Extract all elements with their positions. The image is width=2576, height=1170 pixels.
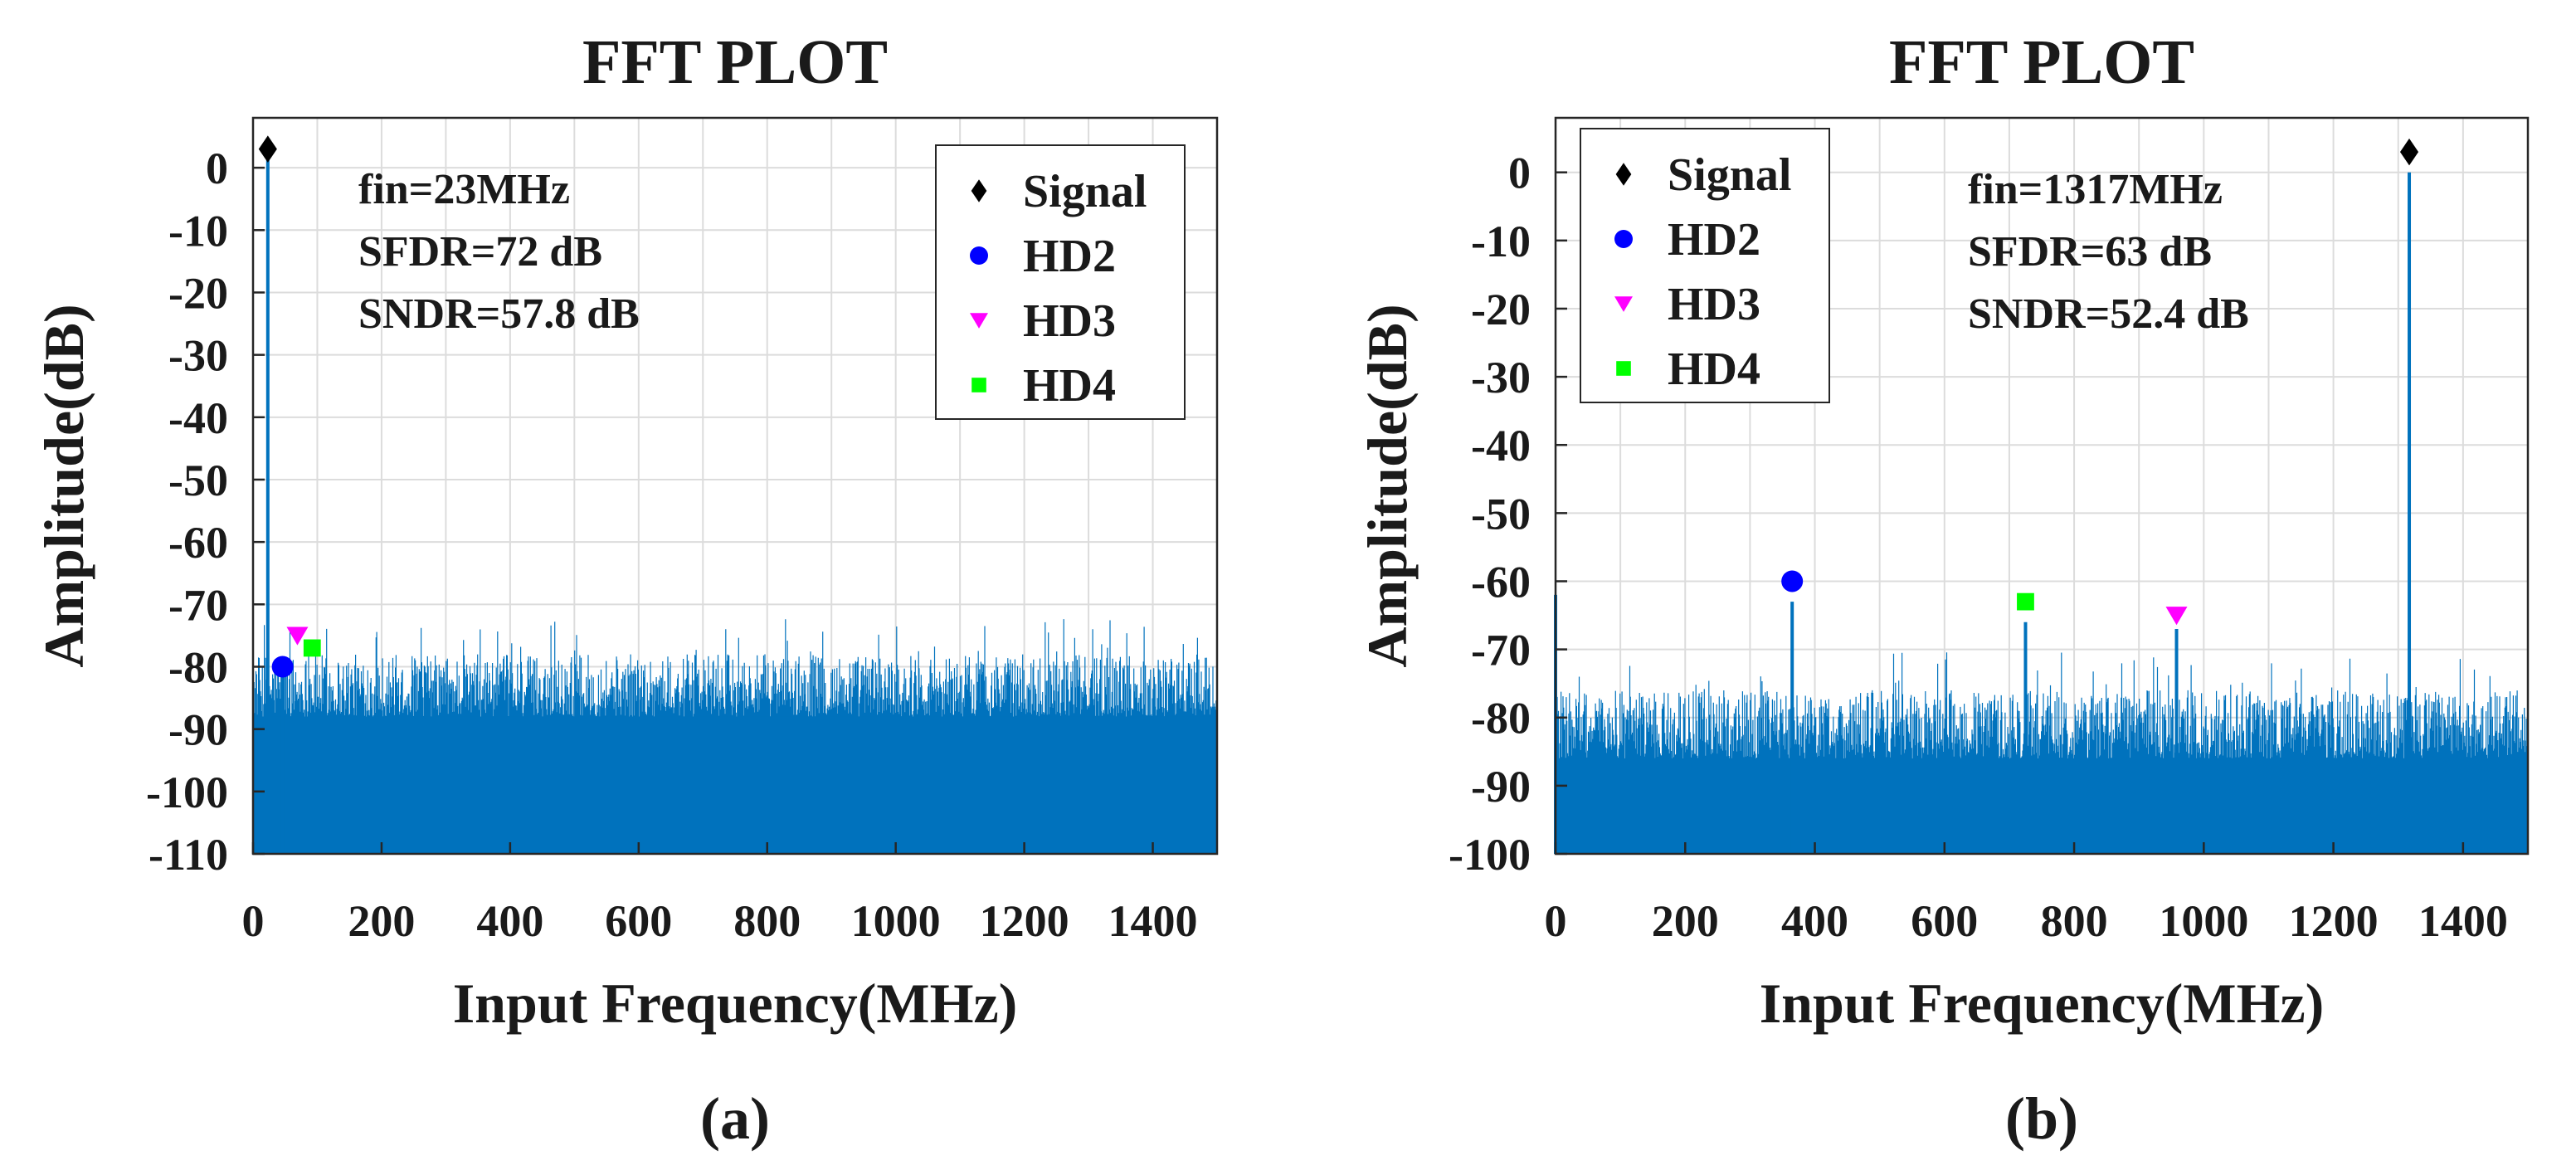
legend-hd4-icon (971, 378, 986, 392)
x-tick-label: 0 (1545, 896, 1567, 946)
y-axis-label: Amplitude(dB) (1356, 304, 1419, 667)
y-tick-label: 0 (1508, 149, 1531, 198)
panel-caption: (a) (700, 1085, 770, 1152)
x-tick-label: 1400 (2418, 896, 2508, 946)
panel-caption: (b) (2005, 1085, 2078, 1152)
legend-label: HD4 (1668, 344, 1760, 395)
x-tick-label: 1200 (980, 896, 1069, 946)
legend-label: HD3 (1023, 295, 1116, 347)
legend-label: Signal (1668, 149, 1791, 201)
legend-hd2-icon (970, 246, 988, 265)
y-tick-label: -60 (1471, 557, 1531, 607)
y-tick-label: -80 (168, 642, 228, 692)
x-tick-label: 800 (733, 896, 801, 946)
axes-box (251, 116, 1219, 856)
annotation-text: SNDR=52.4 dB (1968, 290, 2249, 338)
y-tick-label: 0 (206, 144, 228, 193)
y-tick-label: -60 (168, 518, 228, 568)
legend-label: HD2 (1668, 214, 1760, 266)
x-tick-label: 200 (348, 896, 415, 946)
annotation-text: SFDR=72 dB (358, 228, 602, 275)
x-tick-label: 600 (605, 896, 672, 946)
hd4-marker (303, 639, 321, 657)
legend-label: HD4 (1023, 360, 1116, 412)
hd3-marker (286, 626, 309, 646)
legend-hd3-icon (1614, 296, 1633, 312)
noise-floor-fill (253, 716, 1217, 854)
y-tick-label: -90 (168, 705, 228, 755)
hd2-marker (1781, 570, 1804, 592)
hd4-marker (2017, 592, 2034, 611)
y-tick-label: -30 (1471, 353, 1531, 402)
y-tick-label: -90 (1471, 762, 1531, 812)
chart-title: FFT PLOT (1889, 27, 2194, 97)
fft-panel-a: FFT PLOT 0 -10 -20 -30 -40 -50 -60 -70 -80 -90 -100… (32, 27, 1219, 1152)
legend-hd2-icon (1614, 230, 1633, 248)
legend-label: Signal (1023, 166, 1147, 217)
x-tick-label: 600 (1911, 896, 1978, 946)
y-tick-label: -30 (168, 331, 228, 381)
y-tick-label: -20 (168, 268, 228, 318)
legend: Signal HD2 HD3 HD4 (935, 144, 1186, 420)
hd3-marker (2165, 607, 2188, 626)
annotation-text: fin=23MHz (358, 166, 570, 213)
y-tick-label: -40 (168, 393, 228, 443)
y-tick-label: -50 (1471, 489, 1531, 539)
y-tick-label: -70 (168, 580, 228, 630)
y-tick-label: -70 (1471, 626, 1531, 675)
annotation-text: SNDR=57.8 dB (358, 290, 640, 338)
fft-panel-b: FFT PLOT 0 -10 -20 -30 -40 -50 -60 -70 -80 -90 -100… (1356, 27, 2530, 1152)
legend: Signal HD2 HD3 HD4 (1580, 128, 1830, 403)
legend-hd3-icon (970, 313, 988, 329)
signal-marker (258, 135, 277, 163)
noise-floor-fill (1556, 758, 2528, 854)
x-axis-label: Input Frequency(MHz) (453, 972, 1018, 1035)
y-tick-label: -10 (1471, 217, 1531, 266)
y-tick-label: -80 (1471, 694, 1531, 743)
x-tick-label: 200 (1652, 896, 1719, 946)
y-tick-label: -100 (146, 768, 228, 817)
x-tick-label: 0 (242, 896, 265, 946)
annotation-text: SFDR=63 dB (1968, 228, 2212, 275)
chart-title: FFT PLOT (582, 27, 888, 97)
x-tick-label: 400 (476, 896, 543, 946)
y-tick-label: -10 (168, 206, 228, 256)
x-tick-label: 1000 (2159, 896, 2248, 946)
legend-signal-icon (971, 179, 987, 202)
legend-label: HD2 (1023, 231, 1116, 282)
y-tick-label: -20 (1471, 285, 1531, 334)
y-tick-label: -40 (1471, 421, 1531, 470)
y-tick-label: -50 (168, 456, 228, 505)
x-tick-label: 400 (1781, 896, 1848, 946)
legend-label: HD3 (1668, 279, 1760, 330)
y-tick-label: -100 (1449, 830, 1531, 880)
y-axis-label: Amplitude(dB) (32, 304, 95, 667)
annotation-text: fin=1317MHz (1968, 166, 2223, 213)
legend-hd4-icon (1616, 361, 1631, 376)
x-tick-label: 1000 (851, 896, 941, 946)
y-tick-label: -110 (149, 830, 228, 880)
hd2-marker (271, 656, 294, 678)
x-tick-label: 1400 (1108, 896, 1198, 946)
x-axis-label: Input Frequency(MHz) (1760, 972, 2325, 1035)
signal-marker (2399, 138, 2419, 166)
x-tick-label: 800 (2041, 896, 2108, 946)
x-tick-label: 1200 (2289, 896, 2379, 946)
axes-box (1554, 116, 2530, 856)
legend-signal-icon (1615, 163, 1632, 186)
